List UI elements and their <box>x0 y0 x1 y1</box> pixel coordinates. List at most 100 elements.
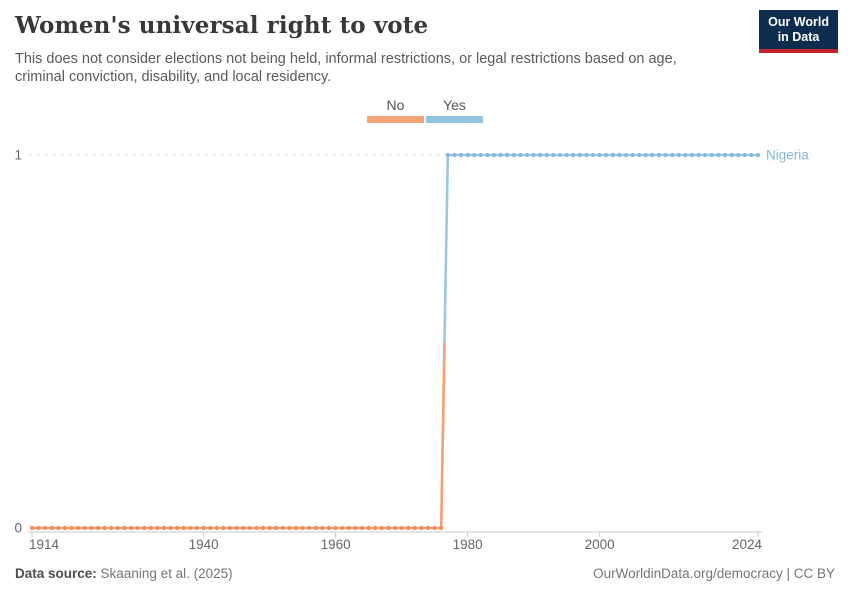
data-point <box>637 152 642 158</box>
data-point <box>300 525 305 531</box>
legend-item-no[interactable]: No <box>367 97 424 123</box>
series-line-no <box>30 340 446 530</box>
data-point <box>247 525 252 531</box>
data-point <box>650 152 655 158</box>
data-point <box>524 152 530 158</box>
data-point <box>69 525 74 531</box>
data-point <box>485 152 490 158</box>
data-point <box>280 525 285 531</box>
data-point <box>188 525 193 531</box>
data-point <box>122 525 127 531</box>
data-point <box>584 152 589 158</box>
data-point <box>135 525 140 531</box>
data-point <box>359 525 365 531</box>
data-point <box>432 525 437 531</box>
data-point <box>320 525 325 531</box>
data-point <box>274 525 279 531</box>
data-point <box>313 525 318 531</box>
data-point <box>689 152 695 158</box>
data-point <box>643 152 648 158</box>
data-point <box>333 525 338 531</box>
data-point <box>465 152 470 158</box>
data-point <box>102 525 107 531</box>
data-point <box>287 525 292 531</box>
data-point <box>630 152 635 158</box>
page-title: Women's universal right to vote <box>15 12 429 39</box>
legend-item-yes[interactable]: Yes <box>426 97 483 123</box>
data-point <box>293 525 299 531</box>
data-point <box>749 152 754 158</box>
data-point <box>234 525 239 531</box>
data-source-note: Data source: Skaaning et al. (2025) <box>15 566 233 581</box>
data-point <box>597 152 602 158</box>
data-point <box>703 152 708 158</box>
x-tick-label-1980: 1980 <box>453 537 483 552</box>
data-point <box>373 525 378 531</box>
data-point <box>128 525 134 531</box>
data-point <box>557 152 563 158</box>
data-source-label: Data source: <box>15 566 97 581</box>
subtitle-line-1: This does not consider elections not bei… <box>15 51 677 67</box>
footer-link[interactable]: OurWorldinData.org/democracy | CC BY <box>593 566 835 581</box>
data-point <box>551 152 556 158</box>
data-point <box>175 525 180 531</box>
data-point <box>670 152 675 158</box>
x-tick-label-1914: 1914 <box>29 537 60 552</box>
data-point <box>478 152 483 158</box>
data-point <box>214 525 219 531</box>
data-point <box>742 152 747 158</box>
data-point <box>366 525 371 531</box>
data-point <box>399 525 404 531</box>
data-point <box>676 152 681 158</box>
data-point <box>379 525 384 531</box>
data-source-value: Skaaning et al. (2025) <box>100 566 233 581</box>
data-point <box>491 152 497 158</box>
x-tick-label-1940: 1940 <box>189 537 219 552</box>
data-point <box>722 152 728 158</box>
owid-logo-text-line1: Our World <box>768 15 829 29</box>
data-point <box>445 152 450 158</box>
data-point <box>353 525 358 531</box>
data-point <box>604 152 609 158</box>
data-point <box>472 152 477 158</box>
data-point <box>617 152 622 158</box>
data-point <box>439 525 444 531</box>
data-point <box>201 525 206 531</box>
x-tick-label-1960: 1960 <box>321 537 351 552</box>
data-point <box>511 152 516 158</box>
y-tick-label-0: 0 <box>14 521 22 536</box>
data-point <box>49 525 54 531</box>
x-tick-label-2000: 2000 <box>585 537 615 552</box>
series-line-yes <box>443 153 760 343</box>
data-point <box>590 152 596 158</box>
legend-swatch-no <box>367 116 424 123</box>
entity-label-nigeria[interactable]: Nigeria <box>766 148 809 163</box>
owid-logo[interactable]: Our World in Data <box>759 10 838 53</box>
data-point <box>194 525 200 531</box>
y-tick-label-1: 1 <box>14 148 22 163</box>
data-point <box>663 152 668 158</box>
data-point <box>425 525 431 531</box>
data-point <box>241 525 246 531</box>
data-point <box>36 525 41 531</box>
data-point <box>29 525 35 531</box>
data-point <box>76 525 81 531</box>
data-point <box>412 525 417 531</box>
data-point <box>227 525 233 531</box>
data-point <box>307 525 312 531</box>
data-point <box>577 152 582 158</box>
data-point <box>544 152 549 158</box>
data-point <box>505 152 510 158</box>
data-point <box>716 152 721 158</box>
data-point <box>115 525 120 531</box>
data-point <box>208 525 213 531</box>
data-point <box>181 525 186 531</box>
data-point <box>43 525 48 531</box>
data-point <box>326 525 332 531</box>
data-point <box>89 525 94 531</box>
data-point <box>161 525 167 531</box>
data-point <box>696 152 701 158</box>
data-point <box>56 525 61 531</box>
